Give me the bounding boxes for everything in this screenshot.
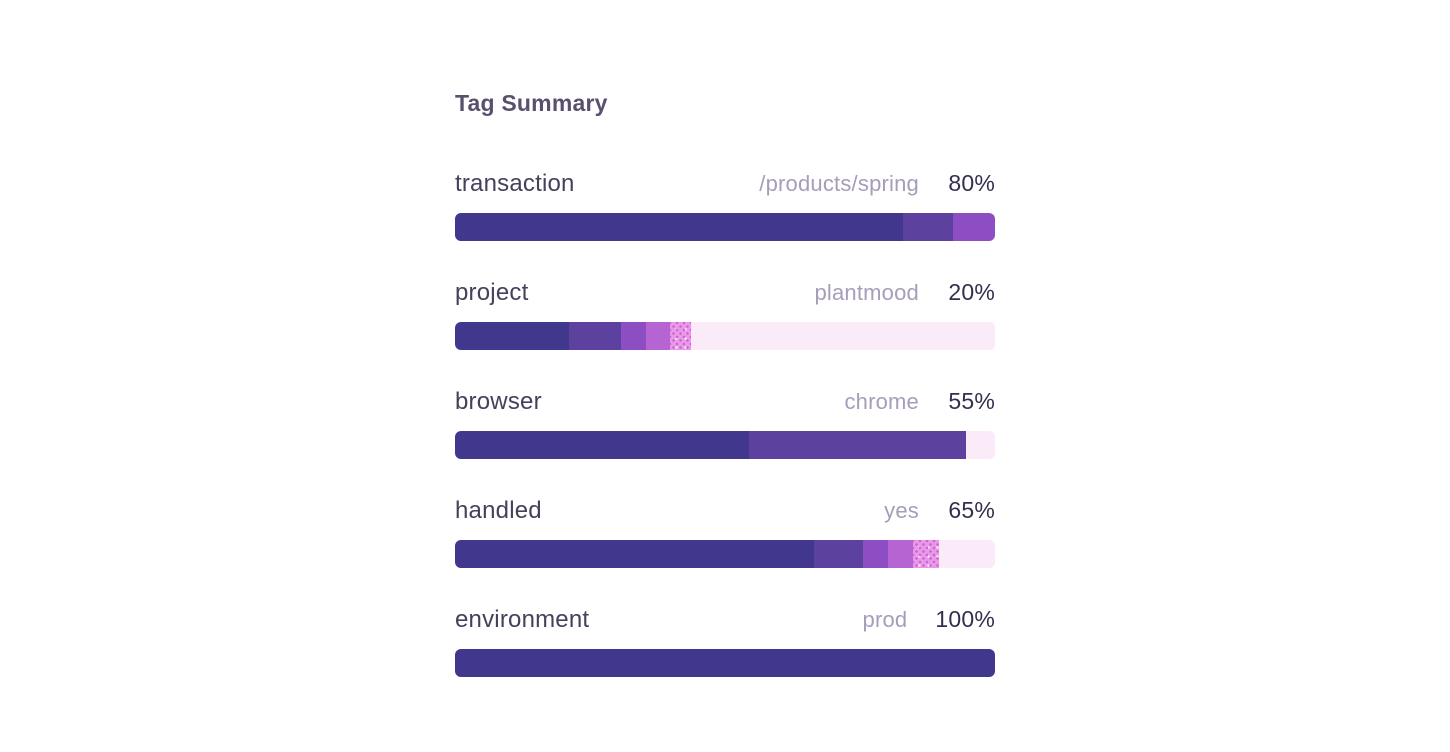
bar-segment — [912, 540, 939, 568]
tag-top-percent: 100% — [935, 606, 995, 632]
tag-top-percent: 80% — [948, 170, 995, 196]
bar-segment — [813, 540, 863, 568]
bar-segment — [569, 322, 621, 350]
tag-summary-panel: Tag Summary transaction /products/spring… — [455, 88, 995, 713]
tag-label: handled — [455, 497, 542, 524]
tag-row-header: environment prod 100% — [455, 604, 995, 635]
tag-row-browser[interactable]: browser chrome 55% — [455, 386, 995, 459]
tag-top-value: /products/spring — [759, 171, 919, 196]
tag-row-header: browser chrome 55% — [455, 386, 995, 417]
bar-segment — [455, 213, 904, 241]
tag-top-value: prod — [862, 607, 908, 632]
bar-segment — [691, 322, 995, 350]
tag-row-project[interactable]: project plantmood 20% — [455, 277, 995, 350]
panel-title: Tag Summary — [455, 90, 608, 116]
tag-label: browser — [455, 388, 542, 415]
tag-label: transaction — [455, 170, 575, 197]
tag-distribution-bar[interactable] — [455, 213, 995, 241]
tag-row-values: chrome 55% — [844, 386, 995, 417]
tag-distribution-bar[interactable] — [455, 431, 995, 459]
tag-row-values: plantmood 20% — [814, 277, 995, 308]
bar-segment — [620, 322, 646, 350]
bar-segment — [965, 431, 995, 459]
tag-row-values: prod 100% — [863, 604, 995, 635]
tag-row-values: yes 65% — [884, 495, 995, 526]
tag-row-transaction[interactable]: transaction /products/spring 80% — [455, 168, 995, 241]
bar-segment — [748, 431, 966, 459]
tag-top-percent: 65% — [948, 497, 995, 523]
bar-segment — [455, 322, 570, 350]
tag-row-header: project plantmood 20% — [455, 277, 995, 308]
bar-segment — [938, 540, 995, 568]
bar-segment — [887, 540, 913, 568]
bar-segment — [903, 213, 954, 241]
bar-segment — [670, 322, 692, 350]
tag-top-percent: 55% — [948, 388, 995, 414]
tag-row-header: handled yes 65% — [455, 495, 995, 526]
bar-segment — [862, 540, 888, 568]
bar-segment — [455, 540, 814, 568]
bar-segment — [455, 649, 995, 677]
bar-segment — [455, 431, 749, 459]
tag-top-value: chrome — [844, 389, 919, 414]
tag-top-value: plantmood — [814, 280, 919, 305]
bar-segment — [645, 322, 671, 350]
tag-top-percent: 20% — [948, 279, 995, 305]
tag-distribution-bar[interactable] — [455, 322, 995, 350]
tag-row-values: /products/spring 80% — [759, 168, 995, 199]
bar-segment — [953, 213, 995, 241]
tag-distribution-bar[interactable] — [455, 649, 995, 677]
tag-row-handled[interactable]: handled yes 65% — [455, 495, 995, 568]
tag-distribution-bar[interactable] — [455, 540, 995, 568]
tag-row-header: transaction /products/spring 80% — [455, 168, 995, 199]
tag-row-environment[interactable]: environment prod 100% — [455, 604, 995, 677]
tag-top-value: yes — [884, 498, 919, 523]
tag-label: project — [455, 279, 529, 306]
tag-label: environment — [455, 606, 590, 633]
